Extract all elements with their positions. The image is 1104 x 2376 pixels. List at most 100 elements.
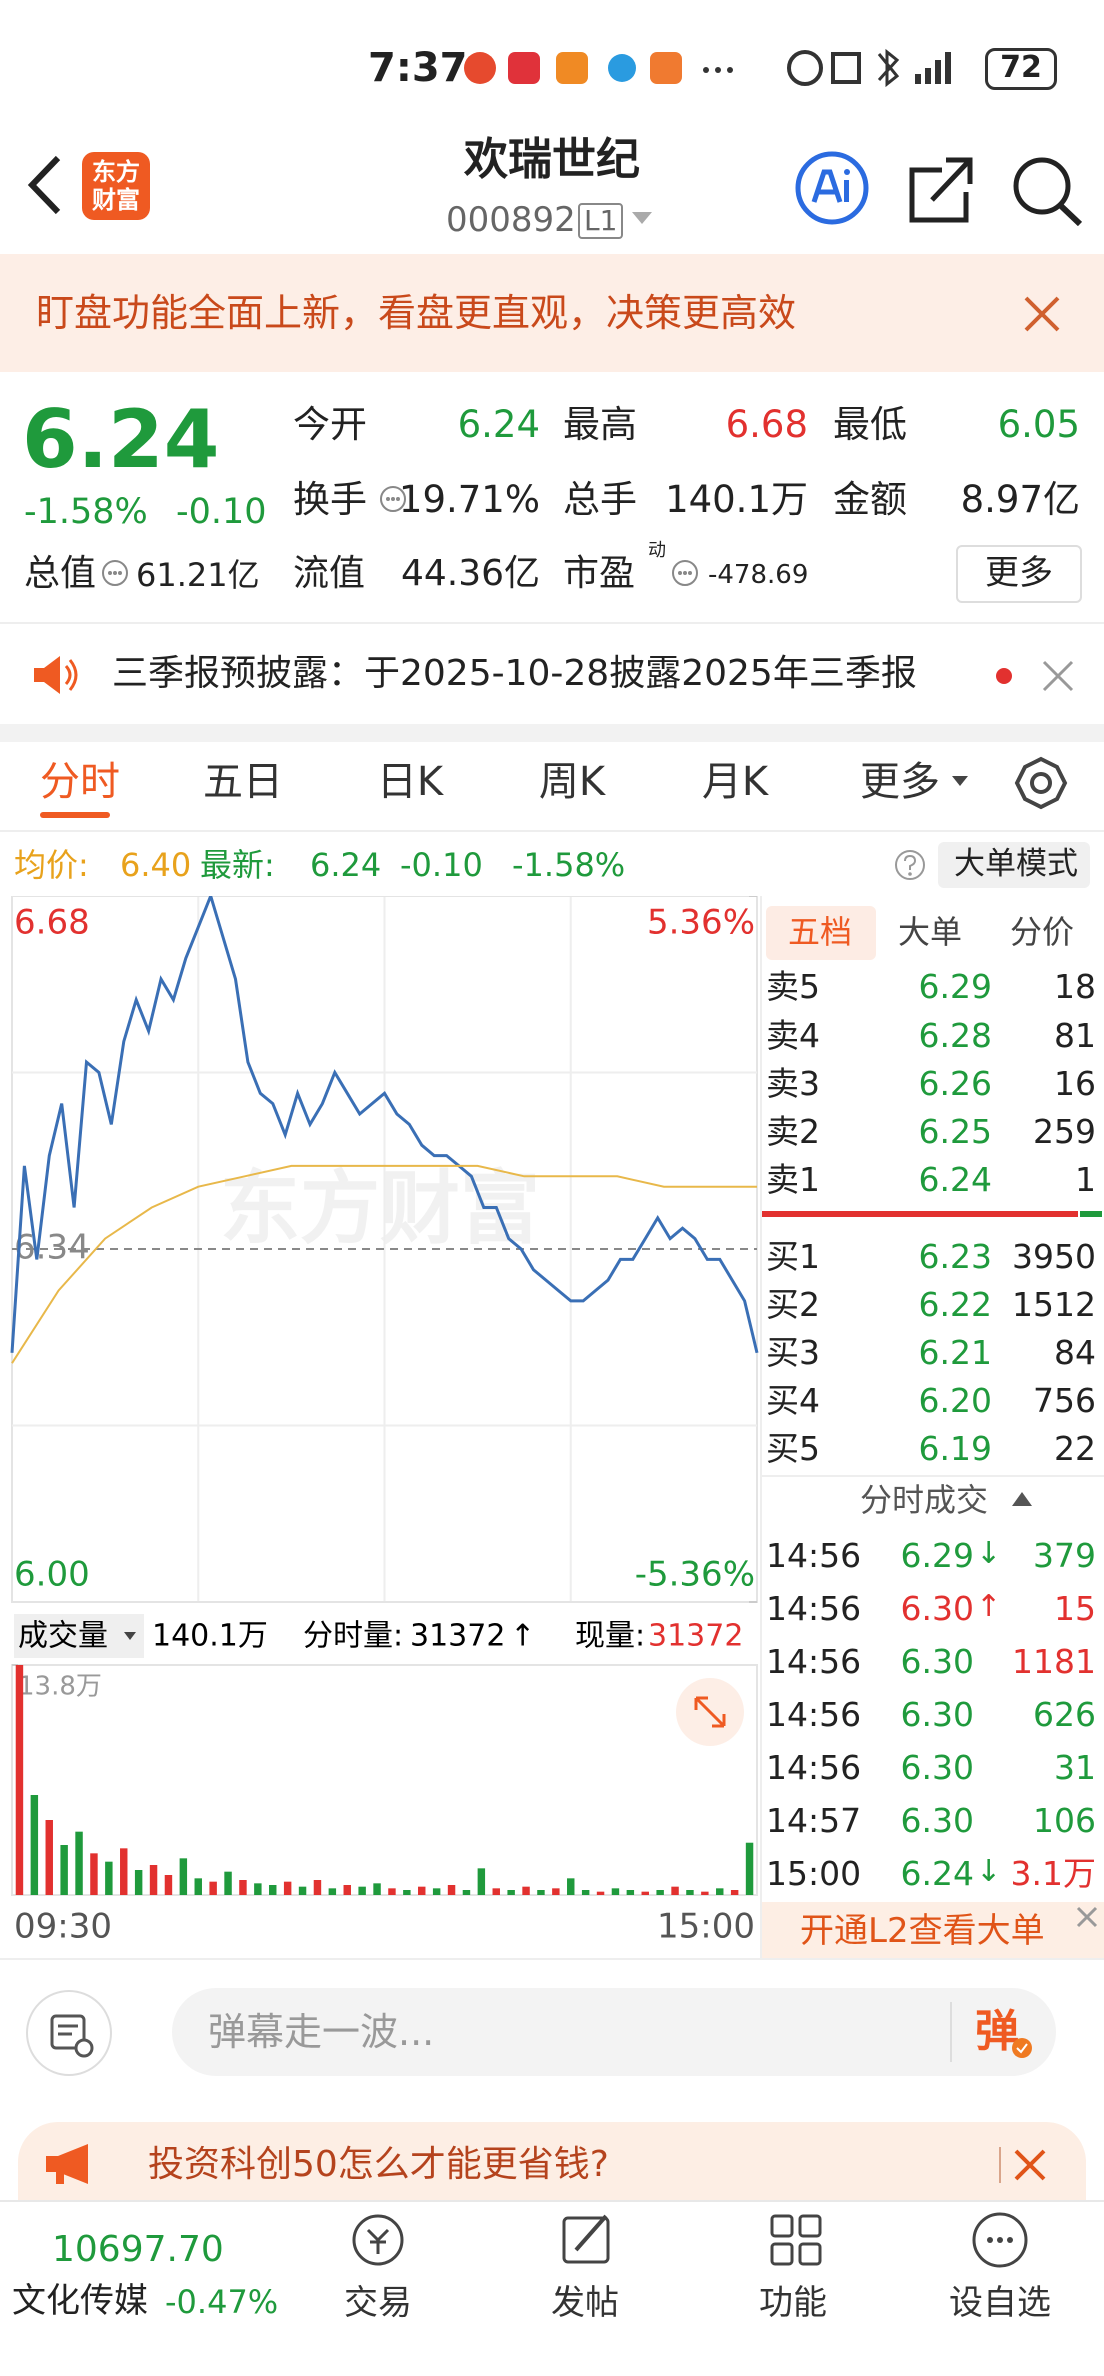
volume-bar [641, 1891, 649, 1895]
tab[interactable]: 五日 [203, 759, 283, 805]
banner-close[interactable] [1022, 294, 1062, 334]
book-label: 卖4 [766, 1016, 820, 1055]
trade-volume: 106 [1033, 1801, 1096, 1840]
tab[interactable]: 分时 [40, 759, 120, 805]
book-price: 6.22 [918, 1285, 992, 1324]
volume-bar [403, 1890, 411, 1895]
divider [0, 830, 1104, 832]
notice-text[interactable]: 三季报预披露：于2025-10-28披露2025年三季报 [112, 653, 917, 694]
book-tab[interactable]: 五档 [787, 913, 852, 951]
back-button[interactable] [20, 150, 70, 220]
more-button-label[interactable]: 更多 [985, 553, 1053, 593]
book-volume: 1512 [1012, 1285, 1096, 1324]
volume-bar [134, 1870, 143, 1895]
y2-tick-label: 5.36% [647, 903, 755, 943]
field-label: 最低 [833, 403, 907, 446]
nav-item[interactable]: 交易 [344, 2283, 412, 2323]
index-change[interactable]: -0.47% [165, 2283, 279, 2321]
l2-close[interactable] [1074, 1904, 1100, 1930]
book-label: 卖3 [766, 1064, 820, 1103]
nav-item[interactable]: 功能 [759, 2283, 827, 2323]
current-volume-label: 现量: [575, 1619, 645, 1654]
book-tab[interactable]: 大单 [897, 913, 962, 951]
nav-item[interactable]: 发帖 [551, 2283, 619, 2323]
notice-actions[interactable] [990, 658, 1080, 694]
y2-tick-label: -5.36% [635, 1555, 755, 1595]
tab[interactable]: 周K [538, 759, 606, 805]
volume-bar [298, 1886, 307, 1895]
trade-time: 14:56 [766, 1642, 862, 1681]
trade-volume: 379 [1033, 1536, 1096, 1575]
trade-time: 14:56 [766, 1695, 862, 1734]
volume-bar [75, 1831, 83, 1895]
nav-item[interactable]: 设自选 [949, 2283, 1051, 2323]
trade-volume: 31 [1054, 1748, 1096, 1787]
tab[interactable]: 月K [701, 759, 769, 805]
book-volume: 16 [1054, 1064, 1096, 1103]
book-price: 6.23 [918, 1237, 992, 1276]
trade-time: 14:57 [766, 1801, 862, 1840]
l2-banner[interactable] [762, 1902, 1104, 1958]
l2-prompt[interactable]: 开通L2查看大单 [800, 1911, 1045, 1951]
last-price: 6.24 [22, 393, 220, 486]
settings-icon[interactable] [1014, 756, 1068, 810]
help-icon[interactable] [893, 848, 927, 882]
volume-dropdown[interactable] [14, 1614, 144, 1658]
latest-change-pct: -1.58% [512, 846, 626, 884]
dropdown-arrow [952, 776, 968, 786]
volume-bar [105, 1861, 113, 1895]
change-pct: -1.58% [24, 492, 148, 532]
tab[interactable]: 更多 [860, 759, 940, 805]
trade-arrow: ↑ [976, 1589, 1002, 1624]
index-value[interactable]: 10697.70 [52, 2229, 224, 2270]
volume-bar [671, 1886, 679, 1895]
volume-bar [149, 1865, 158, 1895]
logo-line: 东方 [92, 158, 140, 186]
book-label: 买2 [766, 1285, 820, 1324]
volume-bar [745, 1842, 754, 1895]
ratio-bar-ask [1080, 1211, 1102, 1217]
more-button[interactable] [956, 545, 1082, 603]
header-actions[interactable] [792, 150, 1092, 226]
volume-bar [30, 1795, 39, 1895]
volume-bar [656, 1890, 664, 1895]
change: -0.10 [176, 492, 267, 532]
ad-banner[interactable] [18, 2122, 1086, 2212]
volume-bar [730, 1890, 739, 1895]
mode-button[interactable] [938, 842, 1090, 888]
info-icon[interactable] [670, 558, 700, 588]
field-label: 市盈 [563, 553, 636, 594]
volume-bar [581, 1890, 590, 1895]
comment-send-badge [1012, 2038, 1032, 2058]
trade-volume: 1181 [1012, 1642, 1096, 1681]
ad-close[interactable] [996, 2145, 1056, 2185]
stock-name: 欢瑞世纪 [464, 134, 640, 185]
info-icon[interactable] [378, 484, 408, 514]
comment-input[interactable] [172, 1988, 1056, 2076]
info-icon[interactable] [100, 558, 130, 588]
notice-icon [34, 656, 78, 694]
book-price: 6.21 [918, 1333, 992, 1372]
volume-bar [313, 1880, 322, 1895]
mode-button-label[interactable]: 大单模式 [954, 846, 1078, 882]
volume-bar [432, 1888, 441, 1895]
volume-bar [90, 1853, 98, 1895]
tab[interactable]: 日K [376, 759, 444, 805]
ad-text[interactable]: 投资科创50怎么才能更省钱? [148, 2144, 609, 2185]
trade-price: 6.29 [900, 1536, 974, 1575]
trade-arrow: ↓ [976, 1854, 1002, 1889]
field-label: 最高 [563, 403, 637, 446]
book-label: 卖1 [766, 1160, 820, 1199]
trades-header[interactable]: 分时成交 [860, 1481, 989, 1519]
volume-bar [373, 1883, 381, 1895]
comment-placeholder[interactable]: 弹幕走一波... [208, 2010, 435, 2054]
volume-label[interactable]: 成交量 [18, 1619, 108, 1654]
level-badge[interactable]: L1 [578, 203, 624, 239]
index-name[interactable]: 文化传媒 [12, 2281, 148, 2321]
book-tab[interactable]: 分价 [1009, 913, 1074, 951]
minute-volume: 31372 [410, 1619, 505, 1654]
comment-icon[interactable] [24, 1988, 114, 2078]
comment-send[interactable]: 弹 [975, 2006, 1019, 2057]
trade-price: 6.30 [900, 1748, 974, 1787]
